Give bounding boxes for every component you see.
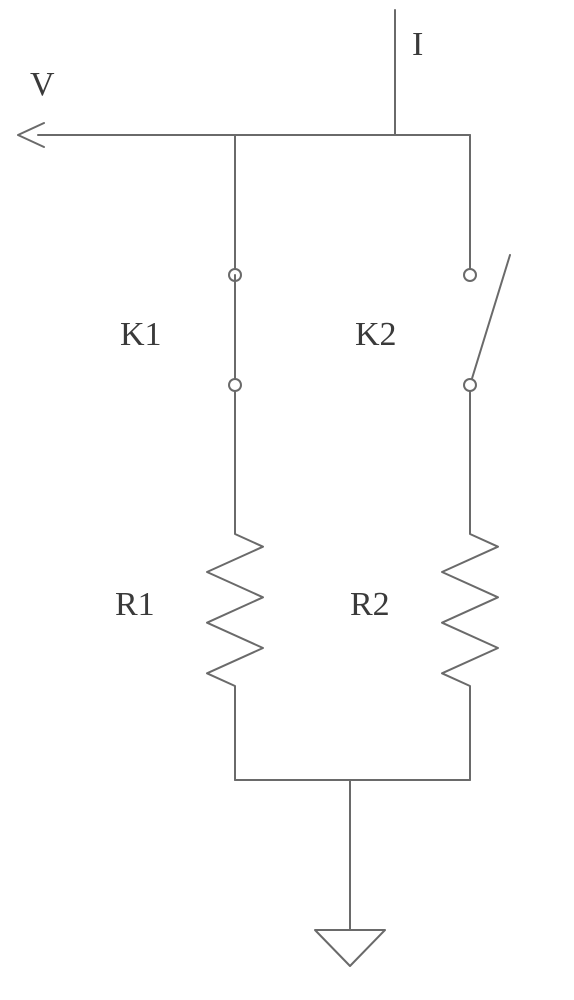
label-v: V (30, 66, 55, 103)
circuit-diagram: I V K1 K2 R1 R2 (0, 0, 574, 1000)
label-k1: K1 (120, 316, 162, 353)
label-k2: K2 (355, 316, 397, 353)
label-layer: I V K1 K2 R1 R2 (30, 26, 423, 623)
resistor-r2 (442, 520, 498, 700)
label-r2: R2 (350, 586, 390, 623)
label-r1: R1 (115, 586, 155, 623)
label-i: I (412, 26, 423, 63)
ground-symbol (315, 930, 385, 966)
wire-layer (18, 10, 470, 930)
resistor-r1 (207, 520, 263, 700)
